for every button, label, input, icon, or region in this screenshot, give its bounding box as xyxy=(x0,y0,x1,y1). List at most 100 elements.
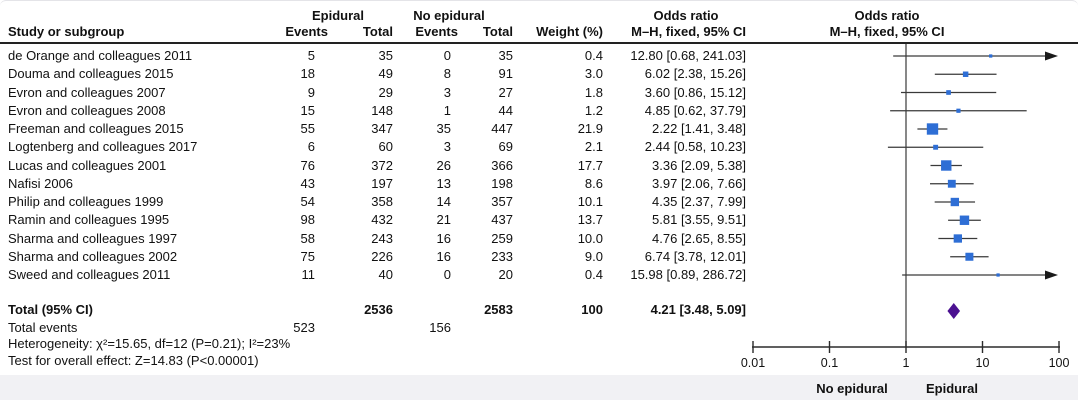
weight-value: 1.8 xyxy=(584,84,603,100)
table-row: Ramin and colleagues 1995 98 432 21 437 … xyxy=(8,211,746,229)
or-ci-value: 2.44 [0.58, 10.23] xyxy=(644,139,746,155)
column-header-no-epidural-total: Total xyxy=(482,24,513,39)
or-ci-value: 3.97 [2.06, 7.66] xyxy=(652,175,746,191)
no-epidural-events-value: 0 xyxy=(443,267,451,282)
epidural-total-value: 35 xyxy=(378,48,393,63)
x-axis-tick-label: 0.1 xyxy=(820,356,839,370)
no-epidural-events-value: 16 xyxy=(436,248,451,264)
or-ci-value: 4.35 [2.37, 7.99] xyxy=(652,194,746,209)
odds-ratio-text-header: Odds ratio xyxy=(653,8,719,23)
or-ci-value: 3.36 [2.09, 5.38] xyxy=(652,157,746,173)
odds-ratio-plot-header: Odds ratio xyxy=(854,8,920,23)
no-epidural-total-value: 20 xyxy=(498,267,513,282)
epidural-events-value: 15 xyxy=(300,102,315,118)
no-epidural-events-value: 13 xyxy=(436,175,451,191)
no-epidural-total-value: 44 xyxy=(498,102,513,118)
table-row: Freeman and colleagues 2015 55 347 35 44… xyxy=(8,120,746,138)
weight-value: 21.9 xyxy=(577,121,603,136)
table-row: Evron and colleagues 2007 9 29 3 27 1.8 … xyxy=(8,84,746,102)
weight-value: 2.1 xyxy=(584,139,603,155)
study-rows: de Orange and colleagues 2011 5 35 0 35 … xyxy=(8,47,746,284)
epidural-total-value: 358 xyxy=(371,194,393,209)
axis-label-no-epidural: No epidural xyxy=(816,381,888,396)
no-epidural-total-value: 366 xyxy=(491,157,513,173)
table-row: Logtenberg and colleagues 2017 6 60 3 69… xyxy=(8,138,746,156)
or-point-marker xyxy=(953,234,962,243)
epidural-events-value: 18 xyxy=(300,66,315,82)
or-point-marker xyxy=(926,123,939,135)
study-name: Evron and colleagues 2007 xyxy=(8,84,166,100)
study-name: Evron and colleagues 2008 xyxy=(8,102,166,118)
table-row: Philip and colleagues 1999 54 358 14 357… xyxy=(8,193,746,211)
study-name: Sharma and colleagues 2002 xyxy=(8,248,178,264)
weight-value: 3.0 xyxy=(584,66,603,82)
epidural-events-value: 98 xyxy=(300,212,315,228)
weight-value: 0.4 xyxy=(584,267,603,282)
epidural-events-value: 55 xyxy=(300,121,315,136)
epidural-events-value: 58 xyxy=(300,230,315,246)
table-row: Evron and colleagues 2008 15 148 1 44 1.… xyxy=(8,102,746,120)
study-name: Sweed and colleagues 2011 xyxy=(8,267,171,282)
odds-ratio-plot-subheader: M–H, fixed, 95% CI xyxy=(829,24,945,39)
study-name: Douma and colleagues 2015 xyxy=(8,66,174,82)
weight-value: 10.0 xyxy=(577,230,603,246)
or-point-marker xyxy=(946,90,951,95)
or-point-marker xyxy=(959,215,970,225)
study-name: Lucas and colleagues 2001 xyxy=(8,157,167,173)
or-point-marker xyxy=(947,179,956,188)
table-row: Douma and colleagues 2015 18 49 8 91 3.0… xyxy=(8,65,746,83)
epidural-events-value: 11 xyxy=(301,267,316,282)
epidural-total-value: 49 xyxy=(378,66,393,82)
no-epidural-total-value: 233 xyxy=(491,248,513,264)
study-name: Ramin and colleagues 1995 xyxy=(8,212,170,228)
or-ci-value: 5.81 [3.55, 9.51] xyxy=(652,212,746,228)
column-header-weight: Weight (%) xyxy=(536,24,603,39)
or-point-marker xyxy=(941,160,952,171)
no-epidural-total-value: 357 xyxy=(491,194,513,209)
weight-value: 1.2 xyxy=(584,102,603,118)
no-epidural-events-value: 3 xyxy=(443,84,451,100)
or-ci-value: 4.76 [2.65, 8.55] xyxy=(652,230,746,246)
study-name: Philip and colleagues 1999 xyxy=(8,194,164,209)
epidural-total-value: 243 xyxy=(371,230,393,246)
weight-value: 9.0 xyxy=(584,248,603,264)
epidural-total-value: 148 xyxy=(371,102,393,118)
or-ci-value: 6.02 [2.38, 15.26] xyxy=(644,66,746,82)
no-epidural-total-value: 27 xyxy=(498,84,513,100)
study-name: Nafisi 2006 xyxy=(8,175,74,191)
column-header-study: Study or subgroup xyxy=(8,24,125,39)
study-name: Sharma and colleagues 1997 xyxy=(8,230,178,246)
x-axis-tick-label: 100 xyxy=(1048,356,1070,370)
ci-arrowhead xyxy=(1045,51,1058,61)
no-epidural-total-value: 69 xyxy=(498,139,513,155)
total-label: Total (95% CI) xyxy=(8,302,93,317)
column-header-no-epidural-events: Events xyxy=(415,24,458,39)
study-name: Freeman and colleagues 2015 xyxy=(8,121,184,136)
epidural-events-value: 6 xyxy=(307,139,315,155)
total-events-row: Total events 523 156 xyxy=(8,319,746,337)
column-header-epidural-total: Total xyxy=(362,24,393,39)
table-row: Sweed and colleagues 2011 11 40 0 20 0.4… xyxy=(8,266,746,284)
table-row: Lucas and colleagues 2001 76 372 26 366 … xyxy=(8,157,746,175)
x-axis-tick-label: 1 xyxy=(902,356,910,370)
table-column-headers: Study or subgroup Events Total Events To… xyxy=(8,24,746,39)
total-no-epidural-n: 2583 xyxy=(484,302,513,317)
table-row: Sharma and colleagues 1997 58 243 16 259… xyxy=(8,230,746,248)
epidural-total-value: 372 xyxy=(371,157,393,173)
epidural-events-value: 76 xyxy=(300,157,315,173)
epidural-total-value: 432 xyxy=(371,212,393,228)
x-axis-tick-label: 0.01 xyxy=(740,356,766,370)
or-ci-value: 3.60 [0.86, 15.12] xyxy=(644,84,746,100)
bottom-gray-band xyxy=(0,375,1078,400)
group-header-epidural: Epidural xyxy=(311,8,365,23)
heterogeneity-note: Heterogeneity: χ²=15.65, df=12 (P=0.21);… xyxy=(8,336,291,351)
column-header-epidural-events: Events xyxy=(285,24,328,39)
epidural-total-value: 40 xyxy=(378,267,393,282)
overall-effect-note: Test for overall effect: Z=14.83 (P<0.00… xyxy=(8,353,259,368)
epidural-total-value: 347 xyxy=(371,121,393,136)
or-point-marker xyxy=(989,54,993,58)
group-header-no-epidural: No epidural xyxy=(413,8,485,23)
no-epidural-events-value: 14 xyxy=(436,194,451,209)
epidural-events-value: 54 xyxy=(300,194,315,209)
